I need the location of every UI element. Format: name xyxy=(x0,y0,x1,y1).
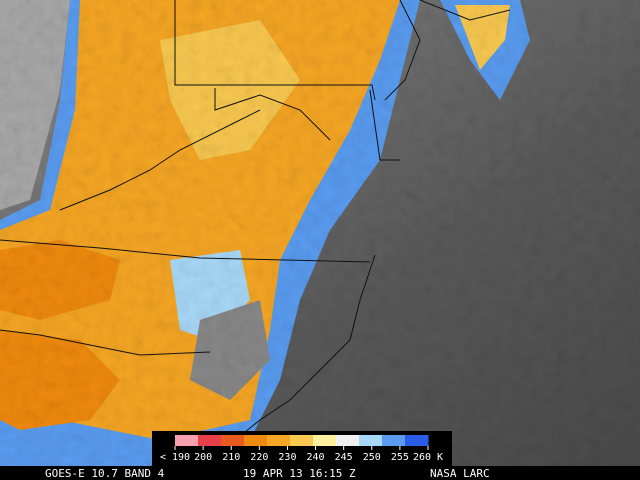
colorbar-label: 200 xyxy=(194,452,212,463)
colorbar-swatch xyxy=(313,435,337,446)
footer-source: NASA LARC xyxy=(430,467,490,480)
colorbar-label: 255 xyxy=(391,452,409,463)
colorbar-label: 250 xyxy=(363,452,381,463)
colorbar-swatch xyxy=(359,435,383,446)
imagery xyxy=(0,0,640,466)
footer-time: 19 APR 13 16:15 Z xyxy=(243,467,356,480)
colorbar-label: 230 xyxy=(278,452,296,463)
colorbar-label: 210 xyxy=(222,452,240,463)
colorbar-label: 245 xyxy=(335,452,353,463)
colorbar-label: < 190 xyxy=(160,452,190,463)
colorbar-label: 260 K xyxy=(413,452,443,463)
footer-bar xyxy=(0,466,640,480)
colorbar-swatch xyxy=(198,435,222,446)
colorbar-swatch xyxy=(267,435,291,446)
borders xyxy=(0,0,511,441)
colorbar-label: 240 xyxy=(307,452,325,463)
colorbar-swatch xyxy=(405,435,429,446)
colorbar-swatch xyxy=(336,435,360,446)
colorbar-swatch xyxy=(221,435,245,446)
colorbar-swatch xyxy=(175,435,199,446)
footer-satellite: GOES-E 10.7 BAND 4 xyxy=(45,467,165,480)
colorbar-swatch xyxy=(382,435,406,446)
colorbar-label: 220 xyxy=(250,452,268,463)
colorbar-swatch xyxy=(290,435,314,446)
colorbar-swatch xyxy=(244,435,268,446)
